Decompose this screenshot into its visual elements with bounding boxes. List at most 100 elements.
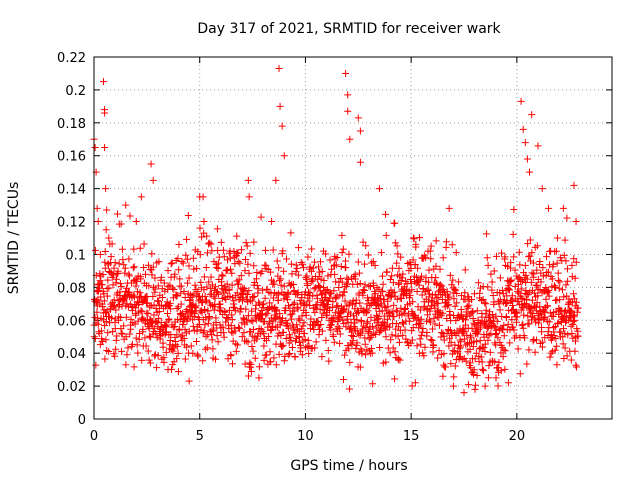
data-point: [144, 310, 152, 318]
data-point: [145, 356, 153, 364]
data-point: [324, 347, 332, 355]
data-point: [213, 263, 221, 271]
data-point: [348, 341, 356, 349]
data-point: [208, 336, 216, 344]
data-point: [290, 287, 298, 295]
data-point: [552, 283, 560, 291]
data-point: [545, 204, 553, 212]
data-point: [508, 296, 516, 304]
data-point: [114, 210, 122, 218]
data-point: [538, 185, 546, 193]
data-point: [554, 319, 562, 327]
data-point: [394, 280, 402, 288]
data-point: [425, 266, 433, 274]
data-point: [134, 317, 142, 325]
data-point: [178, 311, 186, 319]
data-point: [495, 300, 503, 308]
data-point: [102, 336, 110, 344]
data-point: [422, 254, 430, 262]
data-point: [533, 282, 541, 290]
data-point: [412, 240, 420, 248]
data-point: [105, 348, 113, 356]
data-point: [446, 311, 454, 319]
data-point: [554, 276, 562, 284]
data-point: [362, 324, 370, 332]
data-point: [549, 313, 557, 321]
data-point: [203, 344, 211, 352]
data-point: [380, 295, 388, 303]
data-point: [206, 239, 214, 247]
data-point: [395, 264, 403, 272]
data-point: [469, 342, 477, 350]
data-point: [115, 260, 123, 268]
data-point: [294, 305, 302, 313]
data-point: [341, 257, 349, 265]
data-point: [522, 286, 530, 294]
data-point: [244, 338, 252, 346]
data-point: [416, 234, 424, 242]
data-point: [303, 272, 311, 280]
data-point: [317, 320, 325, 328]
data-point: [416, 306, 424, 314]
data-point: [231, 327, 239, 335]
data-point: [476, 289, 484, 297]
data-point: [528, 269, 536, 277]
data-point: [204, 307, 212, 315]
data-point: [435, 347, 443, 355]
data-point: [328, 304, 336, 312]
data-point: [346, 135, 354, 143]
data-point: [530, 270, 538, 278]
data-point: [173, 304, 181, 312]
data-point: [217, 238, 225, 246]
data-point: [353, 280, 361, 288]
data-point: [93, 204, 101, 212]
data-point: [449, 276, 457, 284]
data-point: [387, 336, 395, 344]
data-point: [529, 337, 537, 345]
data-point: [496, 306, 504, 314]
data-point: [507, 276, 515, 284]
data-point: [253, 282, 261, 290]
x-tick-label: 0: [90, 429, 98, 444]
data-point: [267, 326, 275, 334]
data-point: [543, 253, 551, 261]
data-point: [184, 211, 192, 219]
data-point: [439, 372, 447, 380]
data-point: [480, 343, 488, 351]
data-point: [456, 336, 464, 344]
data-point: [205, 313, 213, 321]
data-point: [553, 234, 561, 242]
data-point: [416, 335, 424, 343]
data-point: [249, 293, 257, 301]
data-point: [522, 271, 530, 279]
data-point: [112, 275, 120, 283]
data-point: [378, 287, 386, 295]
data-point: [203, 283, 211, 291]
data-point: [160, 358, 168, 366]
data-point: [520, 311, 528, 319]
data-point: [481, 340, 489, 348]
data-point: [510, 205, 518, 213]
data-point: [544, 268, 552, 276]
data-point: [91, 334, 99, 342]
data-point: [121, 264, 129, 272]
data-point: [482, 306, 490, 314]
data-point: [384, 303, 392, 311]
data-point: [96, 277, 104, 285]
data-point: [481, 382, 489, 390]
data-point: [542, 295, 550, 303]
data-point: [339, 292, 347, 300]
data-point: [369, 380, 377, 388]
data-point: [267, 289, 275, 297]
data-point: [483, 230, 491, 238]
data-point: [564, 331, 572, 339]
data-point: [568, 329, 576, 337]
data-point: [521, 334, 529, 342]
data-point: [435, 321, 443, 329]
data-point: [183, 317, 191, 325]
data-point: [275, 264, 283, 272]
data-point: [338, 231, 346, 239]
data-point: [361, 351, 369, 359]
data-point: [369, 257, 377, 265]
data-point: [219, 246, 227, 254]
